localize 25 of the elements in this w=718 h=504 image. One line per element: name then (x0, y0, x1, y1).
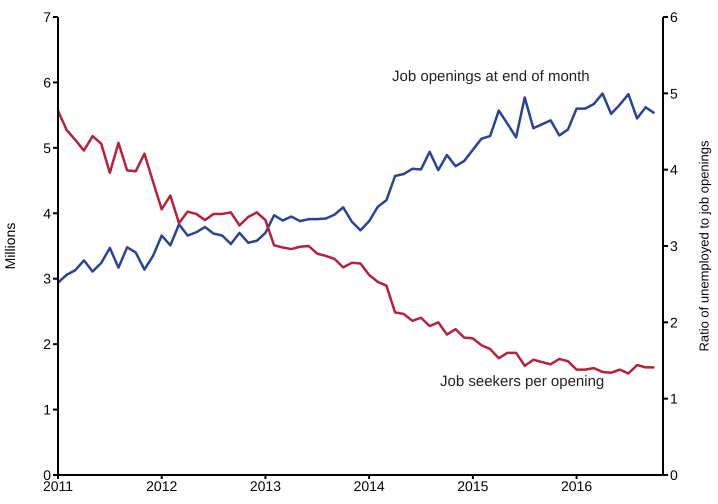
x-tick-label: 2015 (457, 478, 489, 494)
y2-axis-title: Ratio of unemployed to job openings (696, 140, 712, 352)
y2-tick-label: 6 (670, 8, 678, 25)
y-tick-label: 4 (43, 205, 52, 222)
x-tick-label: 2013 (250, 478, 282, 494)
line-series (58, 110, 656, 375)
y2-tick-label: 1 (670, 390, 678, 407)
series-label: Job seekers per opening (440, 373, 604, 390)
y2-tick-label: 5 (670, 85, 678, 102)
y-tick-label: 7 (43, 8, 52, 25)
x-tick-label: 2012 (146, 478, 178, 494)
y-tick-label: 5 (43, 140, 52, 156)
y2-tick-label: 2 (670, 314, 678, 330)
y2-tick-label: 3 (670, 238, 678, 254)
y-tick-label: 3 (43, 270, 52, 287)
y-tick-label: 1 (43, 402, 52, 418)
x-tick-label: 2014 (354, 478, 385, 494)
x-tick-label: 2016 (560, 478, 592, 494)
series-label: Job openings at end of month (392, 68, 590, 85)
y2-tick-label: 0 (670, 466, 678, 483)
y-tick-label: 6 (43, 74, 52, 90)
y2-tick-label: 4 (670, 162, 678, 178)
line-series (58, 92, 656, 284)
y-axis-title: Millions (2, 222, 18, 270)
y-tick-label: 2 (43, 336, 52, 352)
